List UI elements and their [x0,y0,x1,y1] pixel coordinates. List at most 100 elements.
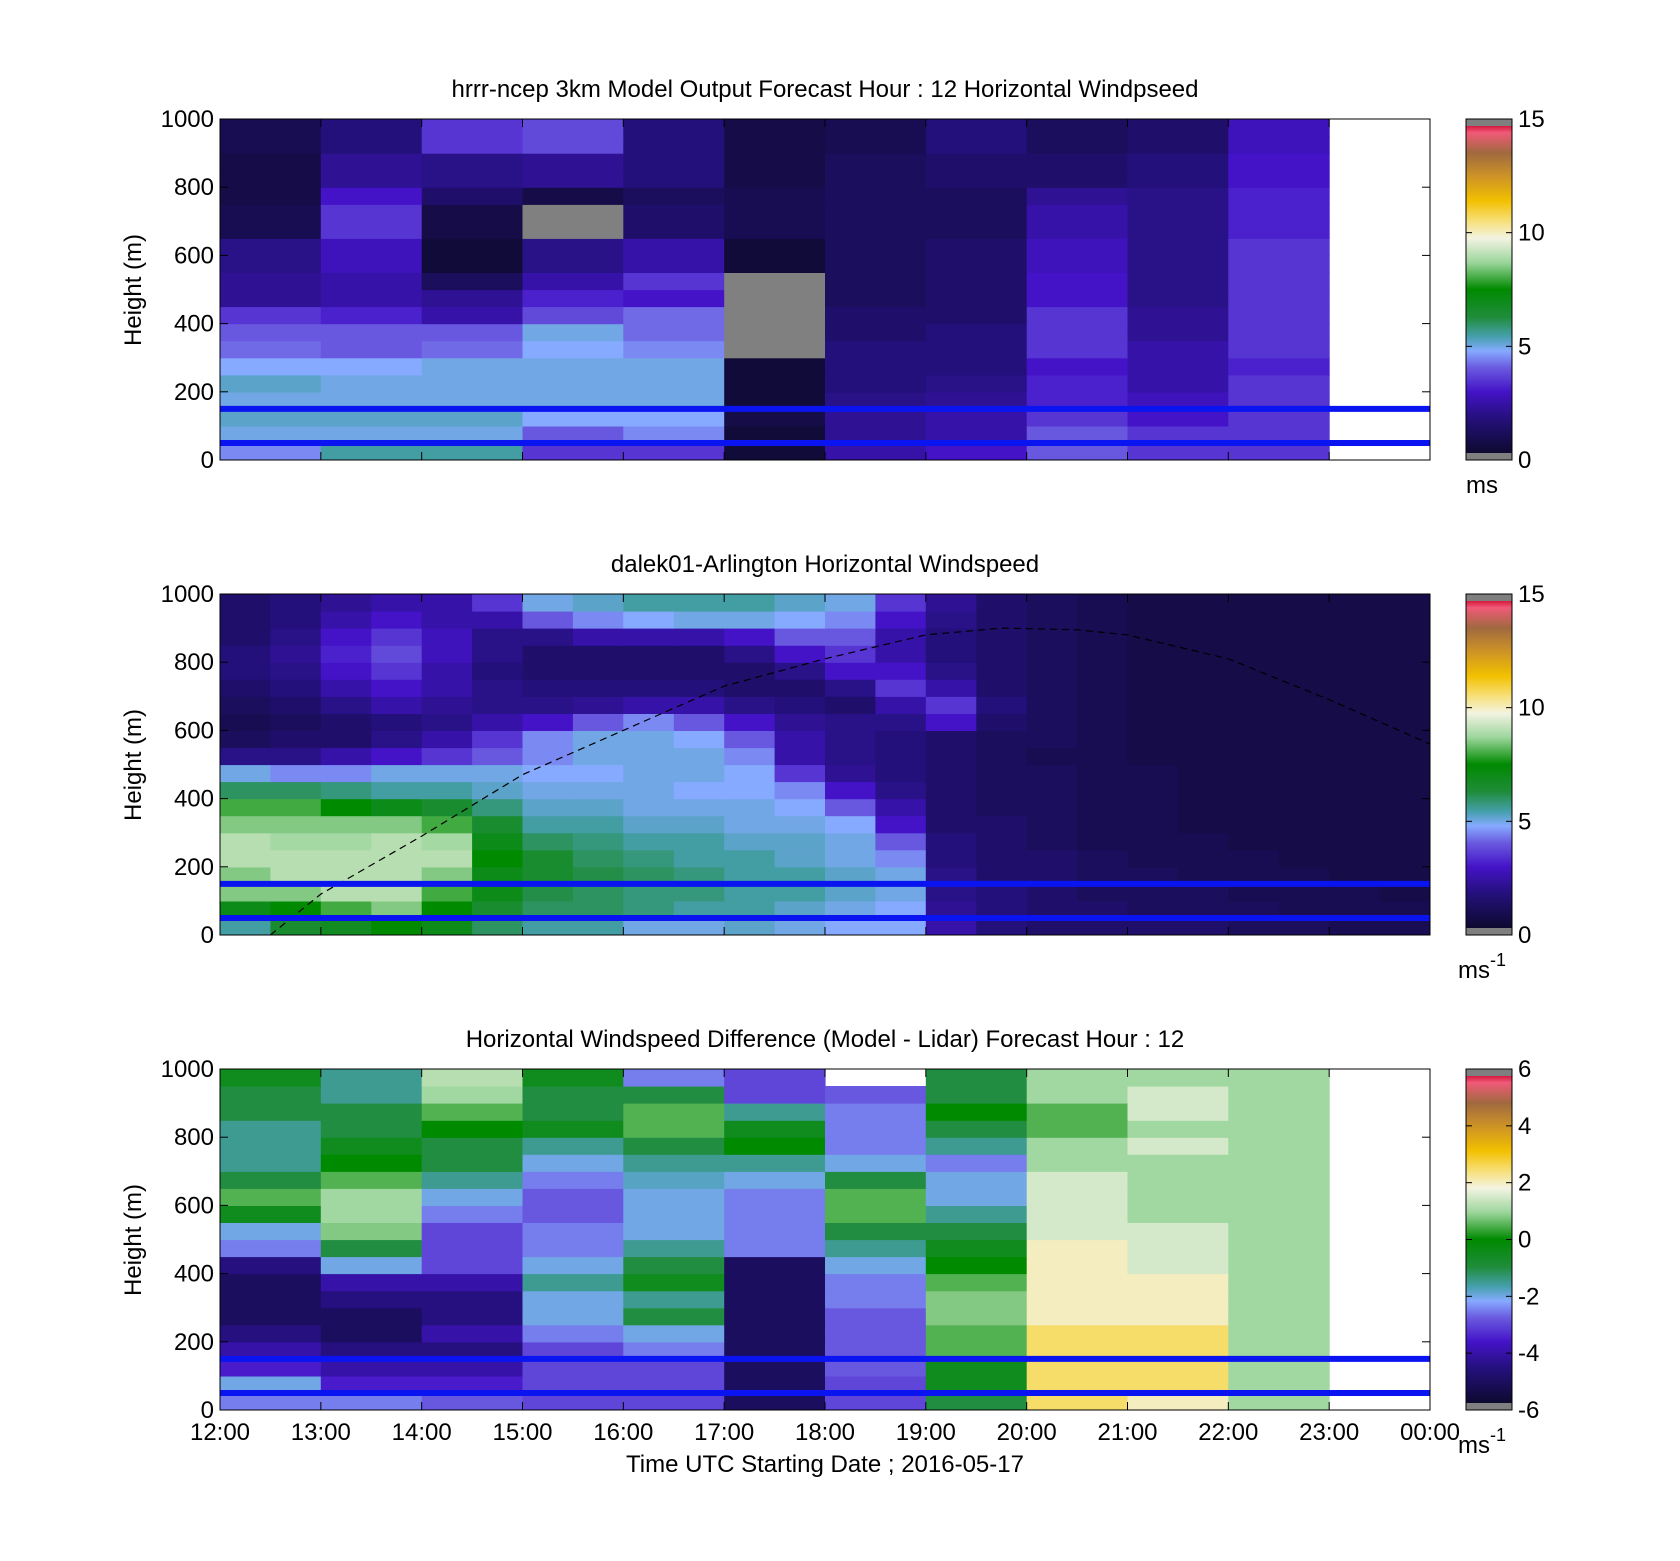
heatmap-cell [825,730,876,749]
heatmap-cell [220,798,271,817]
heatmap-cell [623,1171,725,1189]
heatmap-cell [320,764,372,783]
heatmap-cell [522,918,574,935]
heatmap-cell [270,696,322,714]
heatmap-cell [320,374,423,393]
heatmap-cell [976,781,1028,800]
heatmap-cell [220,1171,322,1189]
heatmap-cell [825,696,876,714]
heatmap-cell [673,832,725,851]
heatmap-cell [522,645,574,663]
heatmap-cell [320,696,372,714]
heatmap-cell [320,204,423,222]
heatmap-cell [1026,1222,1129,1241]
heatmap-cell [472,849,524,868]
heatmap-cell [623,1154,725,1172]
heatmap-cell [320,1273,423,1292]
heatmap-cell [774,713,826,731]
heatmap-cells [220,594,1430,935]
heatmap-cell [1127,1358,1229,1377]
heatmap-cell [623,1358,725,1377]
heatmap-cell [825,425,927,444]
heatmap-cell [1026,1393,1129,1410]
heatmap-cell [220,1239,322,1258]
heatmap-cell [925,611,977,629]
heatmap-cell [522,1120,624,1138]
heatmap-cell [623,238,725,256]
heatmap-cell [724,1069,826,1087]
heatmap-cell [320,1375,423,1394]
heatmap-cell [1026,1341,1129,1360]
heatmap-cell [673,883,725,902]
heatmap-cell [925,1341,1028,1360]
heatmap-cell [623,1086,725,1104]
heatmap-cell [1026,1154,1129,1172]
heatmap-cell [522,1273,624,1292]
heatmap-cell [623,866,675,885]
heatmap-cell [320,408,423,427]
heatmap-cell [925,170,1028,188]
heatmap-cell [1177,628,1229,646]
heatmap-cell [1127,1324,1229,1343]
heatmap-cell [825,1273,927,1292]
heatmap-cell [1177,747,1229,766]
colorbar-tick-label: 15 [1518,106,1545,133]
heatmap-cell [825,306,927,325]
heatmap-cell [1127,340,1229,359]
x-tick-label: 16:00 [593,1419,653,1446]
heatmap-cell [1077,832,1129,851]
heatmap-cell [673,679,725,697]
heatmap-cell [925,1103,1028,1121]
colorbar-tick-label: -6 [1518,1397,1539,1424]
heatmap-cell [825,1256,927,1275]
heatmap-cell [270,713,322,731]
heatmap-cell [1077,815,1129,834]
heatmap-cell [1127,611,1179,629]
heatmap-cell [220,255,322,273]
heatmap-cell [421,1290,524,1309]
heatmap-cell [421,1358,524,1377]
heatmap-cell [724,1137,826,1155]
heatmap-cell [421,1120,524,1138]
heatmap-cell [320,391,423,410]
heatmap-cell [1228,357,1330,376]
heatmap-cell [976,883,1028,902]
heatmap-cell [825,1290,927,1309]
heatmap-cell [825,170,927,188]
heatmap-cell [522,204,624,222]
heatmap-cell [1228,119,1330,137]
heatmap-cell [522,119,624,137]
heatmap-cell [522,747,574,766]
heatmap-cell [522,374,624,393]
heatmap-cell [825,1324,927,1343]
heatmap-cell [1379,918,1430,935]
heatmap-cell [1127,900,1179,919]
heatmap-cell [1379,900,1430,919]
heatmap-cell [1026,815,1078,834]
heatmap-cell [976,747,1028,766]
heatmap-cell [1228,1290,1330,1309]
heatmap-cell [522,306,624,325]
heatmap-cell [825,662,876,680]
heatmap-cell [220,883,271,902]
heatmap-cell [320,781,372,800]
heatmap-cell [1127,1103,1229,1121]
heatmap-cell [976,900,1028,919]
heatmap-cell [371,900,423,919]
heatmap-cell [572,679,624,697]
x-tick-label: 00:00 [1400,1419,1460,1446]
heatmap-cell [1127,730,1179,749]
heatmap-cell [1026,1188,1129,1206]
heatmap-cell [1077,764,1129,783]
heatmap-cell [976,730,1028,749]
heatmap-cell [1127,442,1229,460]
heatmap-cell [724,1358,826,1377]
heatmap-cell [522,408,624,427]
heatmap-cell [875,662,927,680]
heatmap-cell [421,306,524,325]
heatmap-cell [572,866,624,885]
heatmap-cell [724,900,776,919]
heatmap-cell [1228,408,1330,427]
heatmap-cell [1127,764,1179,783]
heatmap-cell [1329,594,1381,612]
